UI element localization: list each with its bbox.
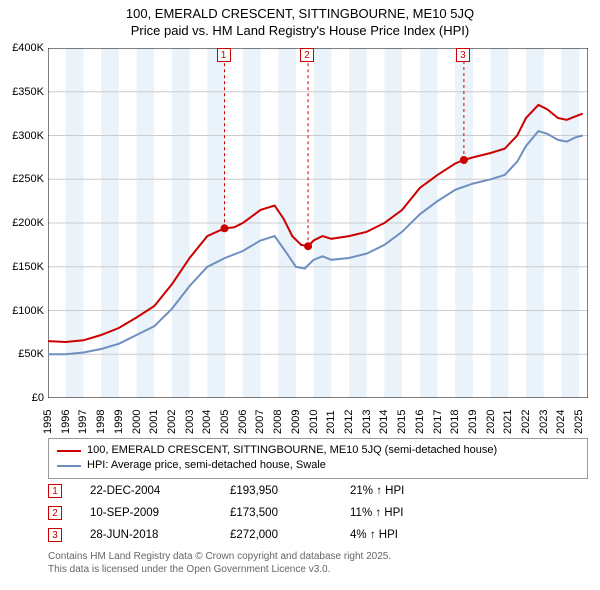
sale-row: 3 28-JUN-2018 £272,000 4% ↑ HPI (48, 524, 588, 546)
chart-marker-1: 1 (217, 48, 231, 62)
y-tick-label: £350K (12, 86, 44, 98)
x-tick-label: 2001 (148, 410, 160, 434)
legend-item: HPI: Average price, semi-detached house,… (57, 458, 579, 473)
x-tick-label: 2003 (184, 410, 196, 434)
footer-line1: Contains HM Land Registry data © Crown c… (48, 550, 588, 563)
x-tick-label: 2019 (467, 410, 479, 434)
legend-label: HPI: Average price, semi-detached house,… (87, 458, 326, 473)
sale-price: £193,950 (230, 485, 340, 497)
y-tick-label: £300K (12, 130, 44, 142)
x-tick-label: 1999 (113, 410, 125, 434)
x-tick-label: 1996 (60, 410, 72, 434)
sale-row: 1 22-DEC-2004 £193,950 21% ↑ HPI (48, 480, 588, 502)
sale-hpi: 4% ↑ HPI (350, 529, 470, 541)
y-tick-label: £200K (12, 217, 44, 229)
x-tick-label: 2004 (201, 410, 213, 434)
x-tick-label: 2011 (325, 410, 337, 434)
y-tick-label: £150K (12, 261, 44, 273)
x-tick-label: 1997 (77, 410, 89, 434)
x-tick-label: 2021 (502, 410, 514, 434)
chart-svg (48, 48, 588, 398)
sale-date: 28-JUN-2018 (90, 529, 220, 541)
title-line2: Price paid vs. HM Land Registry's House … (0, 23, 600, 40)
sale-date: 10-SEP-2009 (90, 507, 220, 519)
x-tick-label: 2009 (290, 410, 302, 434)
x-tick-label: 1995 (42, 410, 54, 434)
x-tick-label: 2013 (361, 410, 373, 434)
legend-swatch (57, 465, 81, 467)
x-tick-label: 2025 (573, 410, 585, 434)
chart-area: 1 2 3 (48, 48, 588, 398)
sale-marker-num: 2 (48, 506, 62, 520)
footer-line2: This data is licensed under the Open Gov… (48, 563, 588, 576)
x-tick-label: 2000 (131, 410, 143, 434)
sale-marker-num: 3 (48, 528, 62, 542)
y-tick-label: £100K (12, 305, 44, 317)
chart-marker-2: 2 (300, 48, 314, 62)
sale-price: £272,000 (230, 529, 340, 541)
chart-container: 100, EMERALD CRESCENT, SITTINGBOURNE, ME… (0, 0, 600, 590)
legend: 100, EMERALD CRESCENT, SITTINGBOURNE, ME… (48, 438, 588, 479)
y-tick-label: £250K (12, 173, 44, 185)
x-tick-label: 2002 (166, 410, 178, 434)
x-tick-label: 2015 (396, 410, 408, 434)
y-axis-labels: £0£50K£100K£150K£200K£250K£300K£350K£400… (0, 48, 46, 398)
x-tick-label: 2008 (272, 410, 284, 434)
sales-table: 1 22-DEC-2004 £193,950 21% ↑ HPI 2 10-SEP-200… (48, 480, 588, 546)
title-line1: 100, EMERALD CRESCENT, SITTINGBOURNE, ME… (0, 6, 600, 23)
legend-item: 100, EMERALD CRESCENT, SITTINGBOURNE, ME… (57, 443, 579, 458)
x-tick-label: 2010 (308, 410, 320, 434)
x-tick-label: 2022 (520, 410, 532, 434)
x-tick-label: 2018 (449, 410, 461, 434)
y-tick-label: £50K (18, 348, 44, 360)
x-tick-label: 1998 (95, 410, 107, 434)
sale-hpi: 11% ↑ HPI (350, 507, 470, 519)
legend-label: 100, EMERALD CRESCENT, SITTINGBOURNE, ME… (87, 443, 497, 458)
x-tick-label: 2020 (485, 410, 497, 434)
sale-price: £173,500 (230, 507, 340, 519)
x-tick-label: 2024 (555, 410, 567, 434)
x-tick-label: 2006 (237, 410, 249, 434)
x-tick-label: 2017 (432, 410, 444, 434)
sale-date: 22-DEC-2004 (90, 485, 220, 497)
x-tick-label: 2005 (219, 410, 231, 434)
x-tick-label: 2023 (538, 410, 550, 434)
sale-row: 2 10-SEP-2009 £173,500 11% ↑ HPI (48, 502, 588, 524)
sale-hpi: 21% ↑ HPI (350, 485, 470, 497)
chart-marker-3: 3 (456, 48, 470, 62)
x-tick-label: 2014 (378, 410, 390, 434)
y-tick-label: £400K (12, 42, 44, 54)
x-axis-labels: 1995199619971998199920002001200220032004… (48, 398, 588, 438)
legend-swatch (57, 450, 81, 452)
x-tick-label: 2007 (254, 410, 266, 434)
title-block: 100, EMERALD CRESCENT, SITTINGBOURNE, ME… (0, 0, 600, 40)
sale-marker-num: 1 (48, 484, 62, 498)
x-tick-label: 2012 (343, 410, 355, 434)
x-tick-label: 2016 (414, 410, 426, 434)
y-tick-label: £0 (32, 392, 44, 404)
footer-attribution: Contains HM Land Registry data © Crown c… (48, 550, 588, 576)
